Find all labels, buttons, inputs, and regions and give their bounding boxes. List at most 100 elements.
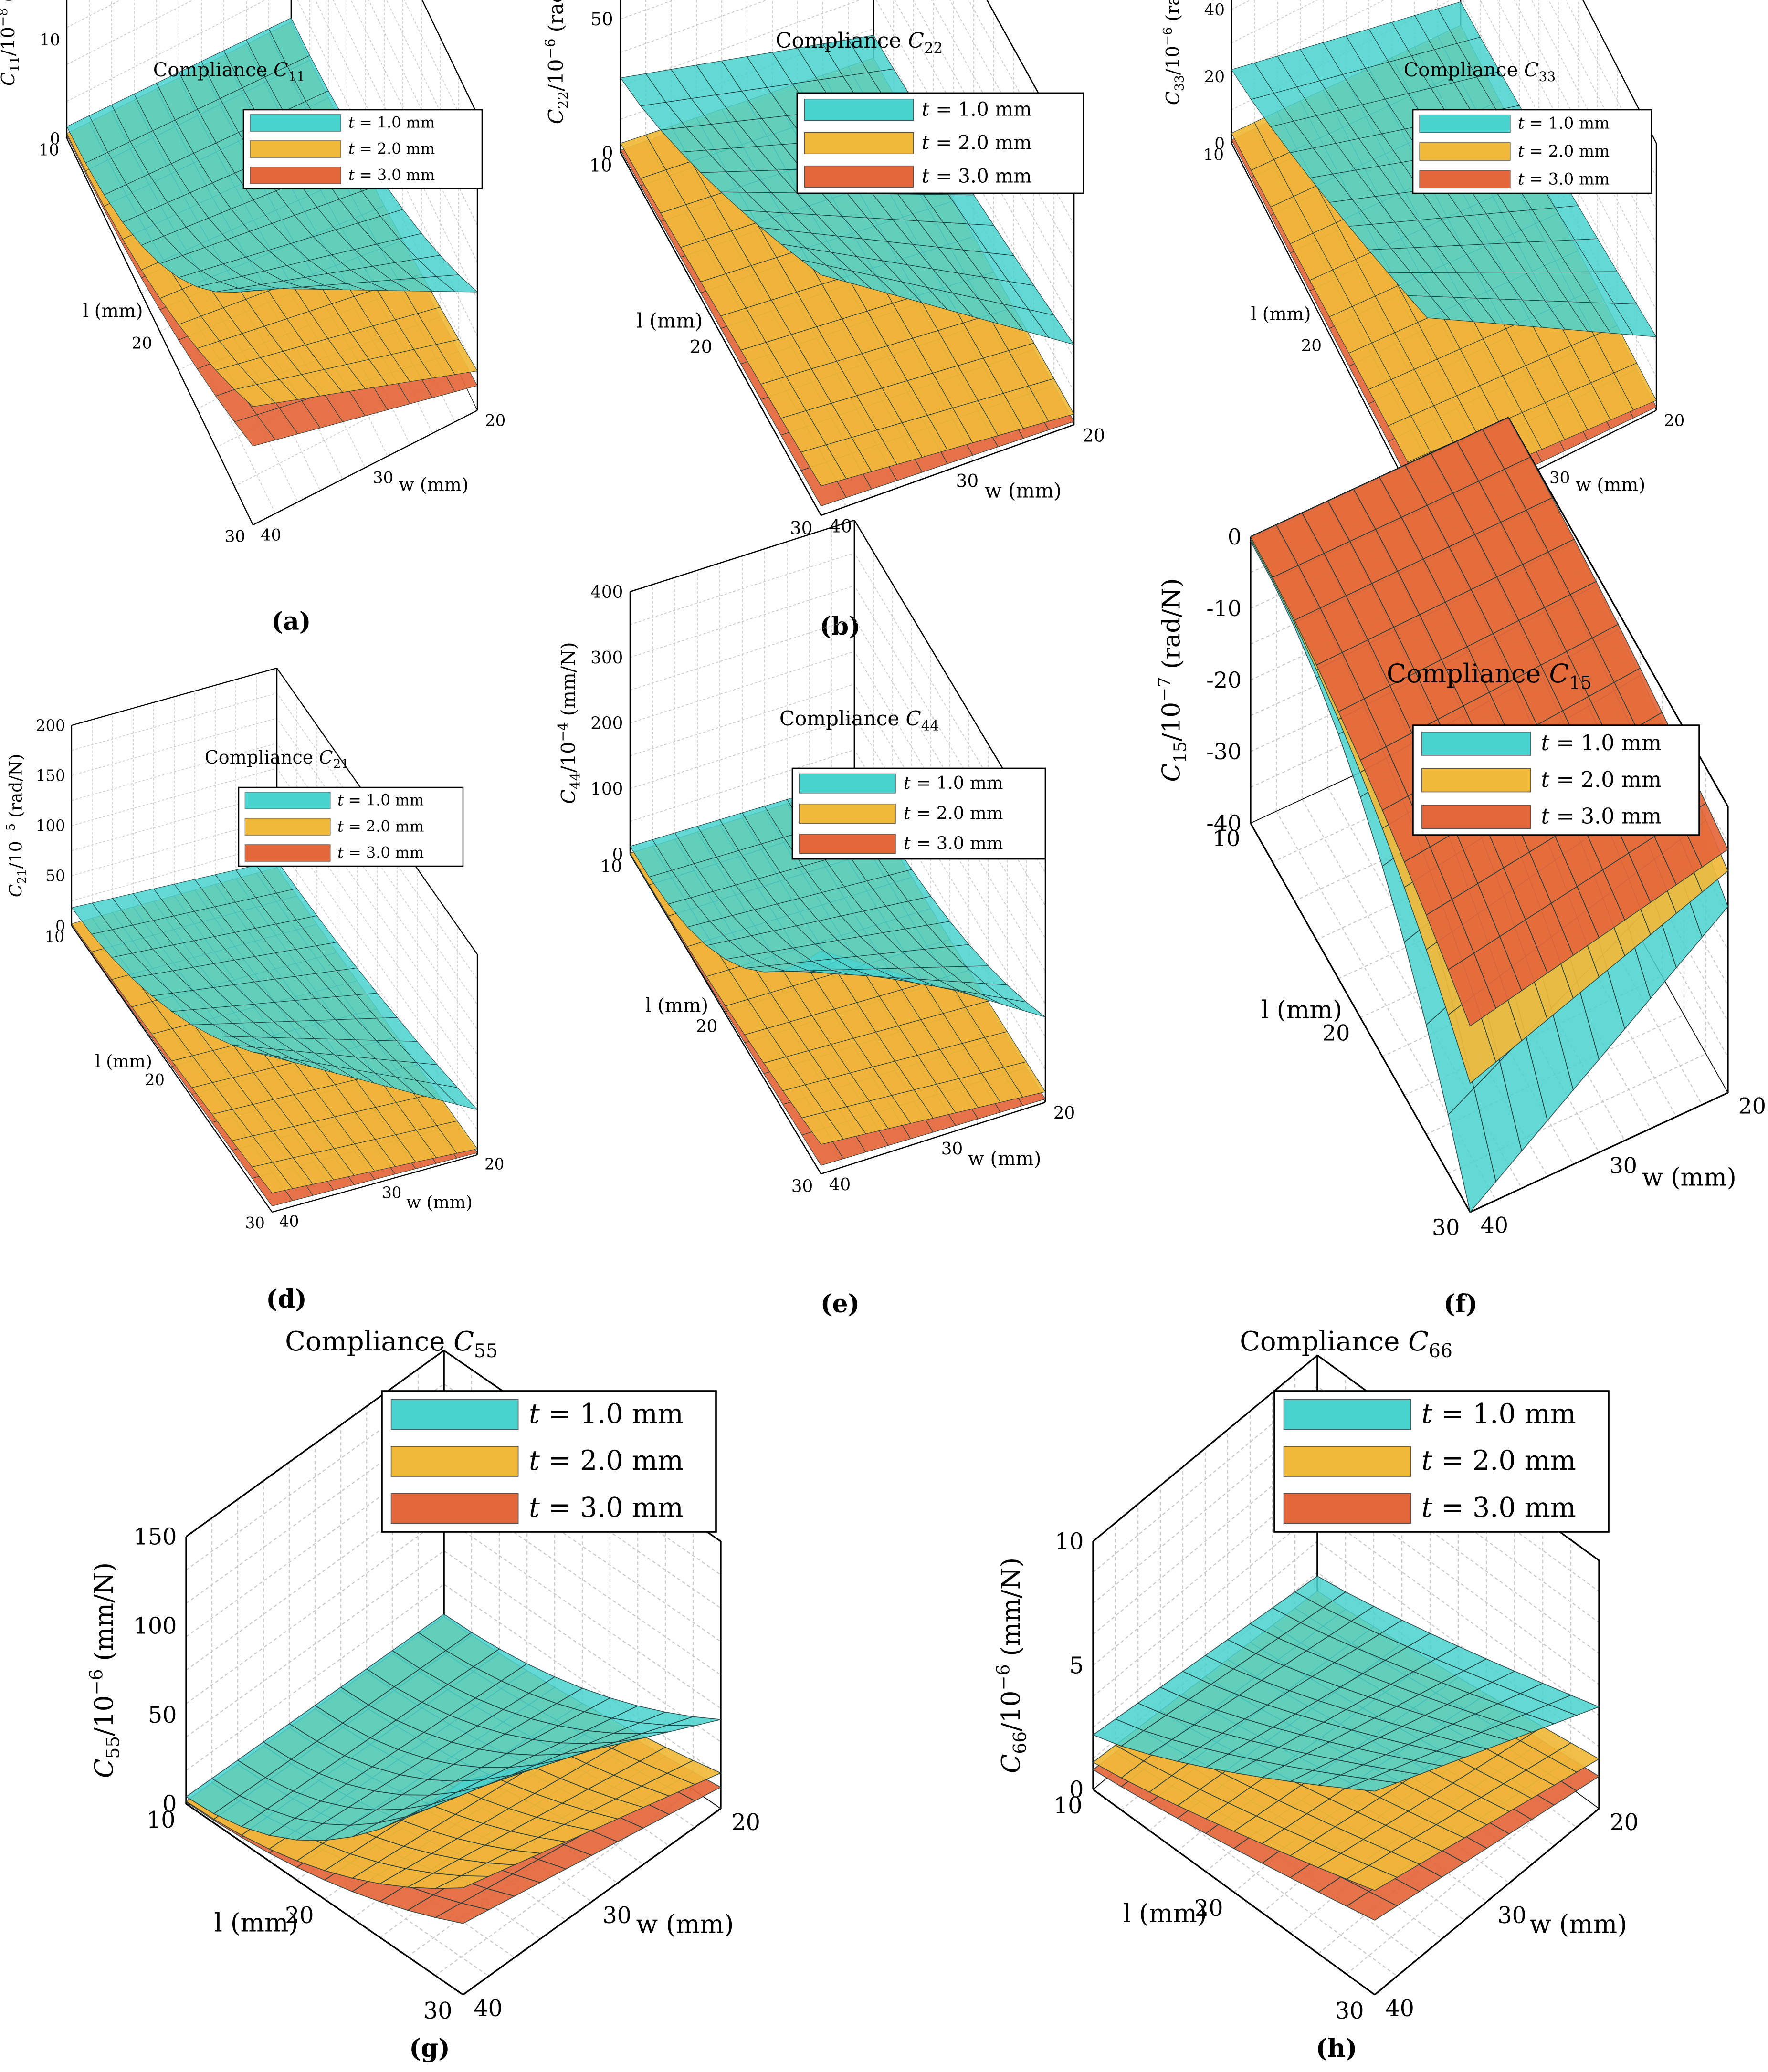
subfigure-label: (a) — [272, 607, 311, 636]
legend-label: t = 2.0 mm — [529, 1445, 684, 1476]
z-tick-label: 0 — [612, 845, 623, 864]
legend-swatch — [244, 792, 331, 809]
l-tick-label: 10 — [1203, 146, 1224, 165]
subfigure-label: (f) — [1443, 1289, 1478, 1319]
w-tick-label: 20 — [485, 411, 505, 430]
axis-label-l: l (mm) — [1251, 303, 1311, 324]
axis-label-l: l (mm) — [95, 1052, 152, 1072]
w-tick-label: 30 — [941, 1139, 963, 1159]
z-tick-label: 10 — [1055, 1529, 1084, 1555]
legend-swatch — [250, 114, 341, 132]
chart-b-svg: 050100102030203040l (mm)w (mm)C22/10−6 (… — [542, 0, 1105, 641]
legend: t = 1.0 mm t = 2.0 mm t = 3.0 mm — [796, 92, 1084, 194]
legend-label: t = 3.0 mm — [529, 1492, 684, 1524]
axis-label-z: C55/10−6 (mm/N) — [86, 1562, 124, 1778]
chart-e-svg: 0 100 200 300 400 10 20 30 20 30 40 l (mm) w (mm) C44… — [555, 519, 1075, 1319]
l-tick-label: 30 — [423, 1998, 453, 2024]
panel-e: 0 100 200 300 400 10 20 30 20 30 40 l (mm) w (mm) C44… — [554, 519, 1107, 1319]
chart-title: Compliance C66 — [1240, 1326, 1452, 1362]
panel-d: 0 50 100 150 200 10 20 30 20 30 40 l (mm) w (mm) C21/… — [4, 667, 554, 1314]
chart-title: Compliance C15 — [1387, 659, 1592, 693]
l-tick-label: 10 — [147, 1807, 176, 1833]
chart-a-svg: 0102030102030203040l (mm)w (mm)C11/10−8 … — [0, 0, 505, 636]
axis-label-w: w (mm) — [1576, 474, 1645, 495]
legend-label: t = 2.0 mm — [904, 803, 1003, 823]
axis-label-w: w (mm) — [406, 1193, 473, 1213]
chart-title: Compliance C21 — [205, 747, 349, 772]
legend-label: t = 3.0 mm — [922, 165, 1032, 188]
chart-title: Compliance C33 — [1404, 59, 1556, 84]
z-tick-label: 20 — [1204, 67, 1225, 86]
l-tick-label: 10 — [39, 141, 59, 160]
legend-swatch — [250, 140, 341, 158]
w-tick-label: 30 — [382, 1184, 401, 1202]
l-tick-label: 10 — [600, 857, 622, 876]
w-tick-label: 30 — [956, 471, 979, 492]
w-tick-label: 40 — [1481, 1213, 1508, 1238]
l-tick-label: 10 — [589, 155, 612, 176]
axis-label-z: C21/10−5 (rad/N) — [4, 754, 29, 897]
z-tick-label: 50 — [590, 9, 613, 30]
legend-label: t = 1.0 mm — [348, 113, 435, 131]
l-tick-label: 10 — [45, 928, 64, 946]
w-tick-label: 40 — [261, 525, 281, 544]
panel-b: 050100102030203040l (mm)w (mm)C22/10−6 (… — [542, 0, 1146, 641]
legend-swatch — [1419, 170, 1511, 189]
axis-label-w: w (mm) — [399, 474, 468, 495]
legend-swatch — [804, 165, 914, 188]
legend-swatch — [804, 132, 914, 155]
z-tick-label: 50 — [148, 1702, 177, 1728]
legend-label: t = 2.0 mm — [1541, 768, 1662, 792]
axis-label-z: C15/10−7 (rad/N) — [1155, 578, 1190, 782]
l-tick-label: 20 — [132, 334, 152, 353]
chart-title: Compliance C44 — [779, 707, 939, 734]
z-tick-label: 0 — [1069, 1777, 1084, 1803]
l-tick-label: 30 — [245, 1214, 265, 1232]
z-tick-label: 100 — [134, 1613, 177, 1639]
chart-d-svg: 0 50 100 150 200 10 20 30 20 30 40 l (mm) w (mm) C21/… — [4, 667, 504, 1314]
w-tick-label: 20 — [731, 1810, 760, 1836]
w-tick-label: 20 — [1083, 425, 1105, 446]
axis-label-l: l (mm) — [1261, 995, 1342, 1024]
legend-swatch — [1283, 1446, 1411, 1477]
axis-label-w: w (mm) — [985, 479, 1062, 502]
legend-label: t = 1.0 mm — [904, 773, 1003, 793]
panel-g: 0 50 100 150 10 20 30 20 30 40 l (mm) w (mm) C55/10−… — [86, 1308, 792, 2063]
panel-h: 0 5 10 10 20 30 20 30 40 l (mm) w (mm) C66/10−6 (mm… — [964, 1308, 1737, 2063]
l-tick-label: 20 — [145, 1071, 165, 1089]
axis-label-l: l (mm) — [645, 994, 708, 1016]
legend-label: t = 1.0 mm — [529, 1398, 684, 1430]
legend-swatch — [1421, 768, 1531, 793]
z-tick-label: -40 — [1206, 810, 1242, 836]
z-tick-label: -20 — [1206, 667, 1242, 693]
z-tick-label: -10 — [1206, 596, 1242, 621]
z-tick-label: 5 — [1069, 1653, 1084, 1679]
l-tick-label: 20 — [1301, 336, 1322, 356]
panel-c: 020406080102030203040l (mm)w (mm)C33/10−… — [1160, 0, 1737, 639]
legend-label: t = 3.0 mm — [904, 833, 1003, 854]
legend-swatch — [1419, 114, 1511, 133]
z-tick-label: 200 — [590, 713, 623, 733]
axis-label-w: w (mm) — [1642, 1163, 1736, 1192]
axis-label-z: C11/10−8 (rad/N·mm) — [0, 0, 22, 86]
panel-f: -40 -30 -20 -10 0 10 20 30 20 30 40 l (mm) w (mm) C15… — [1126, 417, 1766, 1319]
axis-label-l: l (mm) — [83, 301, 143, 322]
z-tick-label: 0 — [1228, 524, 1242, 550]
l-tick-label: 20 — [1322, 1020, 1350, 1046]
axis-label-z: C66/10−6 (mm/N) — [993, 1558, 1031, 1773]
legend-label: t = 1.0 mm — [1421, 1398, 1576, 1430]
z-tick-label: 100 — [590, 779, 623, 799]
w-tick-label: 30 — [602, 1903, 631, 1929]
legend-label: t = 3.0 mm — [1541, 804, 1662, 828]
chart-title: Compliance C11 — [153, 59, 305, 84]
l-tick-label: 20 — [1194, 1895, 1223, 1922]
legend-label: t = 3.0 mm — [337, 843, 424, 861]
z-tick-label: 100 — [36, 816, 65, 835]
chart-title: Compliance C55 — [285, 1326, 498, 1362]
l-tick-label: 20 — [690, 336, 713, 357]
chart-c-svg: 020406080102030203040l (mm)w (mm)C33/10−… — [1160, 0, 1684, 636]
z-tick-label: 400 — [590, 582, 623, 602]
axis-label-z: C22/10−6 (rad/N·mm) — [542, 0, 571, 124]
legend-swatch — [799, 773, 896, 794]
l-tick-label: 30 — [791, 1176, 813, 1196]
